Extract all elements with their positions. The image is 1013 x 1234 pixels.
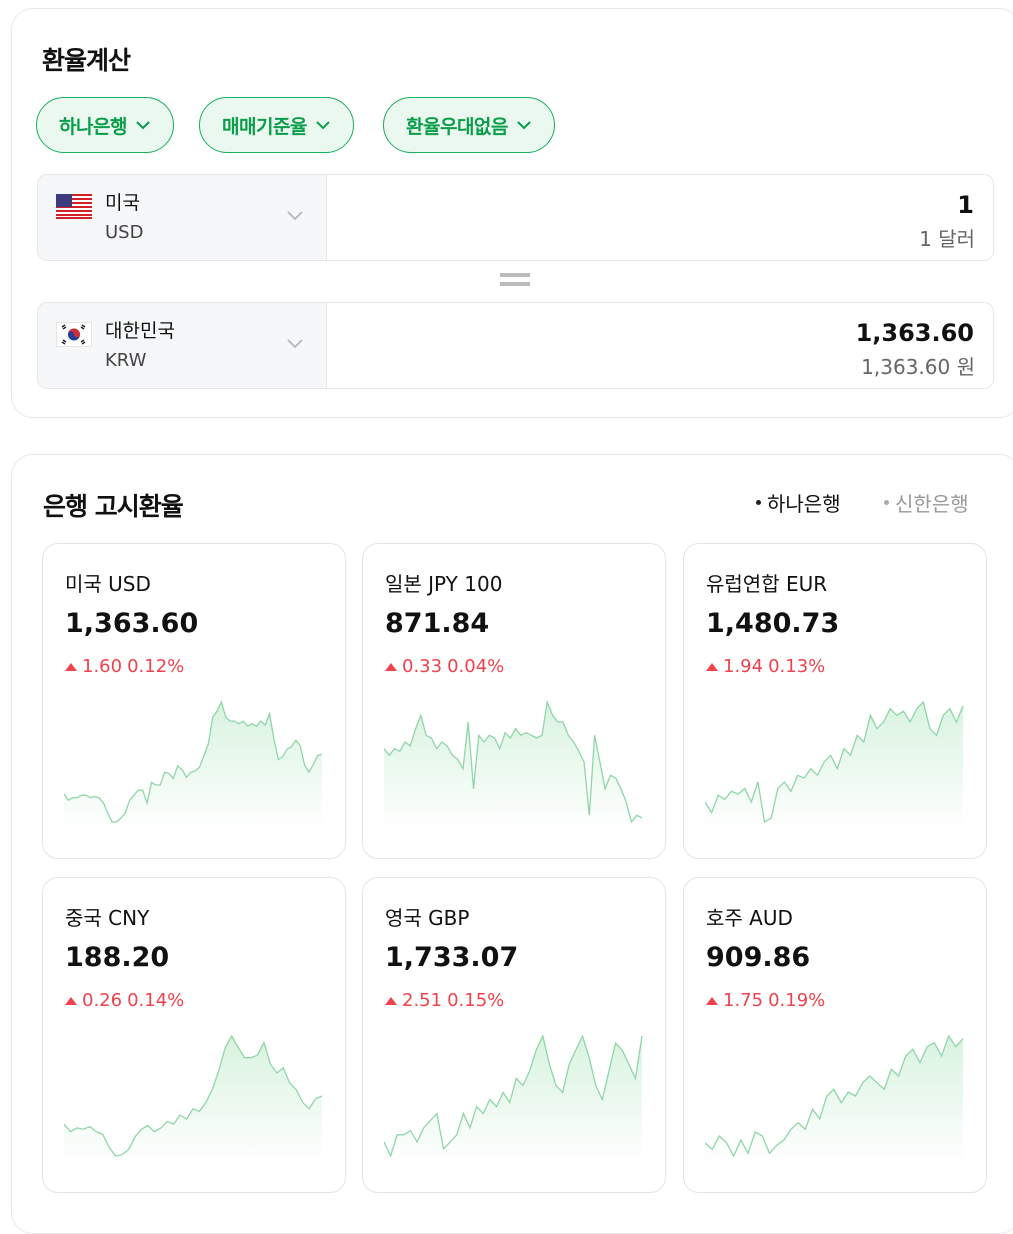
change-amount: 2.51 xyxy=(402,990,443,1011)
rates-title: 은행 고시환율 xyxy=(43,492,184,521)
currency-name: 미국 USD xyxy=(65,572,151,596)
change-amount: 0.26 xyxy=(82,990,123,1011)
rate-card[interactable]: 호주 AUD 909.86 1.75 0.19% xyxy=(683,877,987,1193)
sparkline-chart xyxy=(705,1034,964,1163)
sparkline-line xyxy=(64,700,323,823)
chevron-down-icon xyxy=(517,121,531,130)
currency-name: 중국 CNY xyxy=(65,906,150,930)
sparkline-line xyxy=(384,699,643,824)
change-percent: 0.13% xyxy=(768,656,826,677)
rate-card[interactable]: 유럽연합 EUR 1,480.73 1.94 0.13% xyxy=(683,543,987,859)
currency-name: 호주 AUD xyxy=(706,906,793,930)
chevron-down-icon xyxy=(136,121,150,130)
sparkline-line xyxy=(705,700,964,824)
currency-price: 1,480.73 xyxy=(706,608,840,639)
currency-name: 일본 JPY 100 xyxy=(385,572,503,596)
to-amount-text: 1,363.60 원 xyxy=(861,355,975,379)
exchange-calculator: 환율계산 하나은행 매매기준율 환율우대없음 미국 USD 1 1 달러 대한민… xyxy=(11,8,1013,418)
sparkline-chart xyxy=(64,700,323,829)
to-amount: 1,363.60 xyxy=(855,319,974,347)
to-country: 대한민국 xyxy=(105,320,175,342)
up-triangle-icon xyxy=(65,662,77,671)
sparkline-line xyxy=(705,1034,964,1158)
bank-select-chip[interactable]: 하나은행 xyxy=(36,97,174,153)
to-currency-row: 대한민국 KRW 1,363.60 1,363.60 원 xyxy=(37,302,994,389)
up-triangle-icon xyxy=(385,996,397,1005)
from-country: 미국 xyxy=(105,192,140,214)
currency-price: 1,363.60 xyxy=(65,608,199,639)
up-triangle-icon xyxy=(385,662,397,671)
price-change: 2.51 0.15% xyxy=(385,990,504,1011)
change-amount: 1.60 xyxy=(82,656,123,677)
chip-label: 하나은행 xyxy=(59,115,127,138)
sparkline-area xyxy=(384,1036,642,1163)
price-change: 1.94 0.13% xyxy=(706,656,825,677)
sparkline-line xyxy=(384,1034,643,1158)
to-amount-input[interactable]: 1,363.60 1,363.60 원 xyxy=(327,303,993,388)
bank-tab-shinhan[interactable]: 신한은행 xyxy=(884,488,969,517)
from-amount-input[interactable]: 1 1 달러 xyxy=(327,175,993,260)
chip-label: 환율우대없음 xyxy=(406,115,508,138)
rate-type-chip[interactable]: 매매기준율 xyxy=(199,97,354,153)
from-currency-select[interactable]: 미국 USD xyxy=(38,175,327,260)
to-code: KRW xyxy=(105,350,147,371)
kr-flag-icon xyxy=(56,322,92,347)
sparkline-area xyxy=(705,702,963,829)
up-triangle-icon xyxy=(706,662,718,671)
currency-price: 871.84 xyxy=(385,608,490,639)
bank-tab-hana[interactable]: 하나은행 xyxy=(756,488,841,517)
sparkline-area xyxy=(64,1036,322,1163)
us-flag-icon xyxy=(56,194,92,219)
equals-icon xyxy=(500,273,530,287)
rate-card[interactable]: 일본 JPY 100 871.84 0.33 0.04% xyxy=(362,543,666,859)
change-amount: 0.33 xyxy=(402,656,443,677)
sparkline-area xyxy=(384,702,642,829)
from-amount-text: 1 달러 xyxy=(919,227,975,251)
change-amount: 1.75 xyxy=(723,990,764,1011)
price-change: 1.75 0.19% xyxy=(706,990,825,1011)
up-triangle-icon xyxy=(706,996,718,1005)
rate-card[interactable]: 영국 GBP 1,733.07 2.51 0.15% xyxy=(362,877,666,1193)
chevron-down-icon xyxy=(316,121,330,130)
currency-name: 유럽연합 EUR xyxy=(706,572,828,596)
change-percent: 0.15% xyxy=(447,990,505,1011)
currency-price: 188.20 xyxy=(65,942,170,973)
from-currency-row: 미국 USD 1 1 달러 xyxy=(37,174,994,261)
rate-card[interactable]: 미국 USD 1,363.60 1.60 0.12% xyxy=(42,543,346,859)
change-percent: 0.04% xyxy=(447,656,505,677)
sparkline-area xyxy=(64,702,322,829)
sparkline-line xyxy=(64,1034,323,1157)
preferential-rate-chip[interactable]: 환율우대없음 xyxy=(383,97,555,153)
sparkline-area xyxy=(705,1036,963,1163)
rate-card[interactable]: 중국 CNY 188.20 0.26 0.14% xyxy=(42,877,346,1193)
from-code: USD xyxy=(105,222,144,243)
sparkline-chart xyxy=(384,699,643,829)
currency-price: 909.86 xyxy=(706,942,811,973)
bank-tab-label: 신한은행 xyxy=(895,492,969,516)
change-percent: 0.14% xyxy=(127,990,185,1011)
change-percent: 0.19% xyxy=(768,990,826,1011)
from-amount: 1 xyxy=(957,191,974,219)
to-currency-select[interactable]: 대한민국 KRW xyxy=(38,303,327,388)
sparkline-chart xyxy=(64,1034,323,1163)
bank-tab-label: 하나은행 xyxy=(767,492,841,516)
chip-label: 매매기준율 xyxy=(222,115,307,138)
change-percent: 0.12% xyxy=(127,656,185,677)
sparkline-chart xyxy=(705,700,964,829)
currency-name: 영국 GBP xyxy=(385,906,470,930)
price-change: 1.60 0.12% xyxy=(65,656,184,677)
sparkline-chart xyxy=(384,1034,643,1163)
change-amount: 1.94 xyxy=(723,656,764,677)
price-change: 0.26 0.14% xyxy=(65,990,184,1011)
bank-rates-panel: 은행 고시환율 하나은행 신한은행 미국 USD 1,363.60 1.60 0.… xyxy=(11,454,1013,1234)
calculator-title: 환율계산 xyxy=(42,46,131,75)
chevron-down-icon xyxy=(287,339,303,349)
price-change: 0.33 0.04% xyxy=(385,656,504,677)
currency-price: 1,733.07 xyxy=(385,942,519,973)
up-triangle-icon xyxy=(65,996,77,1005)
chevron-down-icon xyxy=(287,211,303,221)
